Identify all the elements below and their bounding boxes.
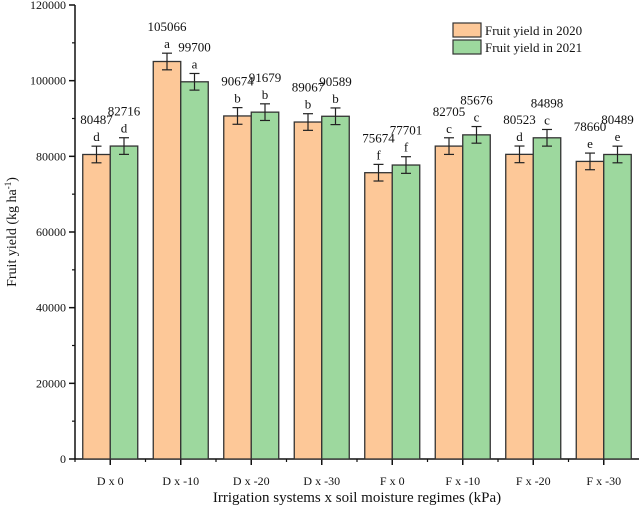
significance-letter: f (404, 140, 409, 155)
bar (152, 60, 182, 460)
x-tick-label: F x -10 (445, 474, 480, 488)
x-tick-label: D x -30 (303, 474, 340, 488)
significance-letter: a (164, 36, 170, 51)
bar (293, 121, 323, 460)
significance-letter: b (332, 91, 339, 106)
bar (321, 115, 350, 460)
bar (109, 145, 139, 460)
bar (434, 145, 464, 460)
bars: d 80487 d 82716 a 105066 a 99700 b 90674 b 91679 b 89… (80, 19, 634, 460)
data-label: 80487 (80, 112, 113, 127)
x-tick-label: D x -20 (233, 474, 270, 488)
bar (505, 153, 534, 460)
significance-letter: a (192, 56, 198, 71)
significance-letter: e (615, 129, 621, 144)
x-tick-label: F x 0 (380, 474, 405, 488)
data-label: 105066 (148, 19, 188, 34)
bar (250, 111, 280, 460)
data-label: 91679 (249, 70, 282, 85)
significance-letter: e (587, 136, 593, 151)
data-label: 90674 (221, 74, 254, 89)
bar (391, 164, 421, 460)
y-tick-label: 60000 (36, 225, 66, 239)
bar (532, 137, 562, 460)
legend-swatch (452, 22, 482, 38)
data-label: 89067 (292, 80, 325, 95)
data-label: 82716 (108, 104, 141, 119)
data-label: 85676 (460, 93, 493, 108)
legend-label: Fruit yield in 2020 (485, 23, 582, 38)
significance-letter: d (121, 121, 128, 136)
y-tick-label: 100000 (30, 74, 66, 88)
data-label: 80489 (601, 112, 634, 127)
x-axis-label: Irrigation systems x soil moisture regim… (213, 490, 501, 506)
bar (82, 153, 111, 460)
x-tick-label: D x -10 (162, 474, 199, 488)
significance-letter: d (516, 129, 523, 144)
y-axis-label: Fruit yield (kg ha-1) (3, 177, 20, 287)
data-label: 77701 (390, 123, 423, 138)
significance-letter: c (474, 110, 480, 125)
y-axis: 0 20000 40000 60000 80000 100000 120000 (30, 0, 76, 466)
x-axis: D x 0 D x -10 D x -20 D x -30 F x 0 F x -10 F … (74, 458, 639, 488)
data-label: 84898 (531, 95, 564, 110)
legend-label: Fruit yield in 2021 (485, 40, 582, 55)
data-label: 82705 (433, 104, 466, 119)
y-tick-label: 40000 (36, 301, 66, 315)
data-label: 99700 (178, 39, 211, 54)
significance-letter: b (234, 91, 241, 106)
x-tick-label: D x 0 (97, 474, 124, 488)
x-tick-label: F x -30 (586, 474, 621, 488)
significance-letter: b (262, 87, 269, 102)
data-label: 78660 (574, 119, 607, 134)
bar (364, 172, 393, 460)
data-label: 90589 (319, 74, 352, 89)
legend-swatch (452, 39, 482, 55)
y-tick-label: 120000 (30, 0, 66, 12)
significance-letter: d (93, 129, 100, 144)
significance-letter: b (305, 97, 312, 112)
significance-letter: c (446, 121, 452, 136)
bar (223, 115, 252, 460)
bar (603, 153, 632, 460)
y-tick-label: 20000 (36, 376, 66, 390)
legend: Fruit yield in 2020 Fruit yield in 2021 (452, 22, 582, 55)
data-label: 75674 (362, 130, 395, 145)
significance-letter: c (544, 112, 550, 127)
significance-letter: f (376, 147, 381, 162)
data-label: 80523 (503, 112, 536, 127)
y-tick-label: 80000 (36, 149, 66, 163)
bar (180, 81, 209, 460)
bar (575, 160, 605, 460)
x-tick-label: F x -20 (516, 474, 551, 488)
bar (462, 134, 491, 460)
y-tick-label: 0 (60, 452, 66, 466)
